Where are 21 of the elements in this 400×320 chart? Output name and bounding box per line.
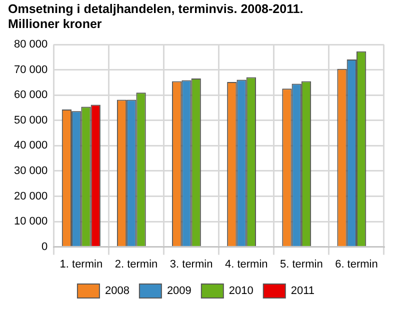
legend-label: 2008: [104, 285, 130, 298]
legend-label: 2011: [290, 285, 315, 298]
x-tick-label: 2. termin: [114, 258, 158, 270]
x-tick-label: 4. termin: [224, 258, 268, 270]
legend-label: 2009: [166, 285, 192, 298]
chart-subtitle: Millioner kroner: [8, 17, 103, 32]
y-tick-label: 40 000: [14, 140, 48, 152]
chart-title: Omsetning i detaljhandelen, terminvis. 2008-2011.: [8, 2, 304, 17]
x-tick-label: 3. termin: [170, 258, 213, 270]
y-tick-label: 30 000: [14, 165, 48, 178]
y-tick-label: 50 000: [14, 114, 48, 126]
x-tick-label: 6. termin: [335, 258, 378, 270]
y-tick-label: 20 000: [14, 190, 48, 202]
y-tick-label: 80 000: [14, 38, 48, 51]
y-tick-label: 0: [42, 240, 48, 253]
x-tick-label: 5. termin: [280, 258, 323, 270]
y-tick-label: 60 000: [14, 89, 48, 102]
y-tick-label: 10 000: [14, 216, 48, 228]
legend-label: 2010: [228, 285, 254, 298]
x-tick-label: 1. termin: [60, 258, 103, 270]
y-tick-label: 70 000: [14, 64, 48, 76]
